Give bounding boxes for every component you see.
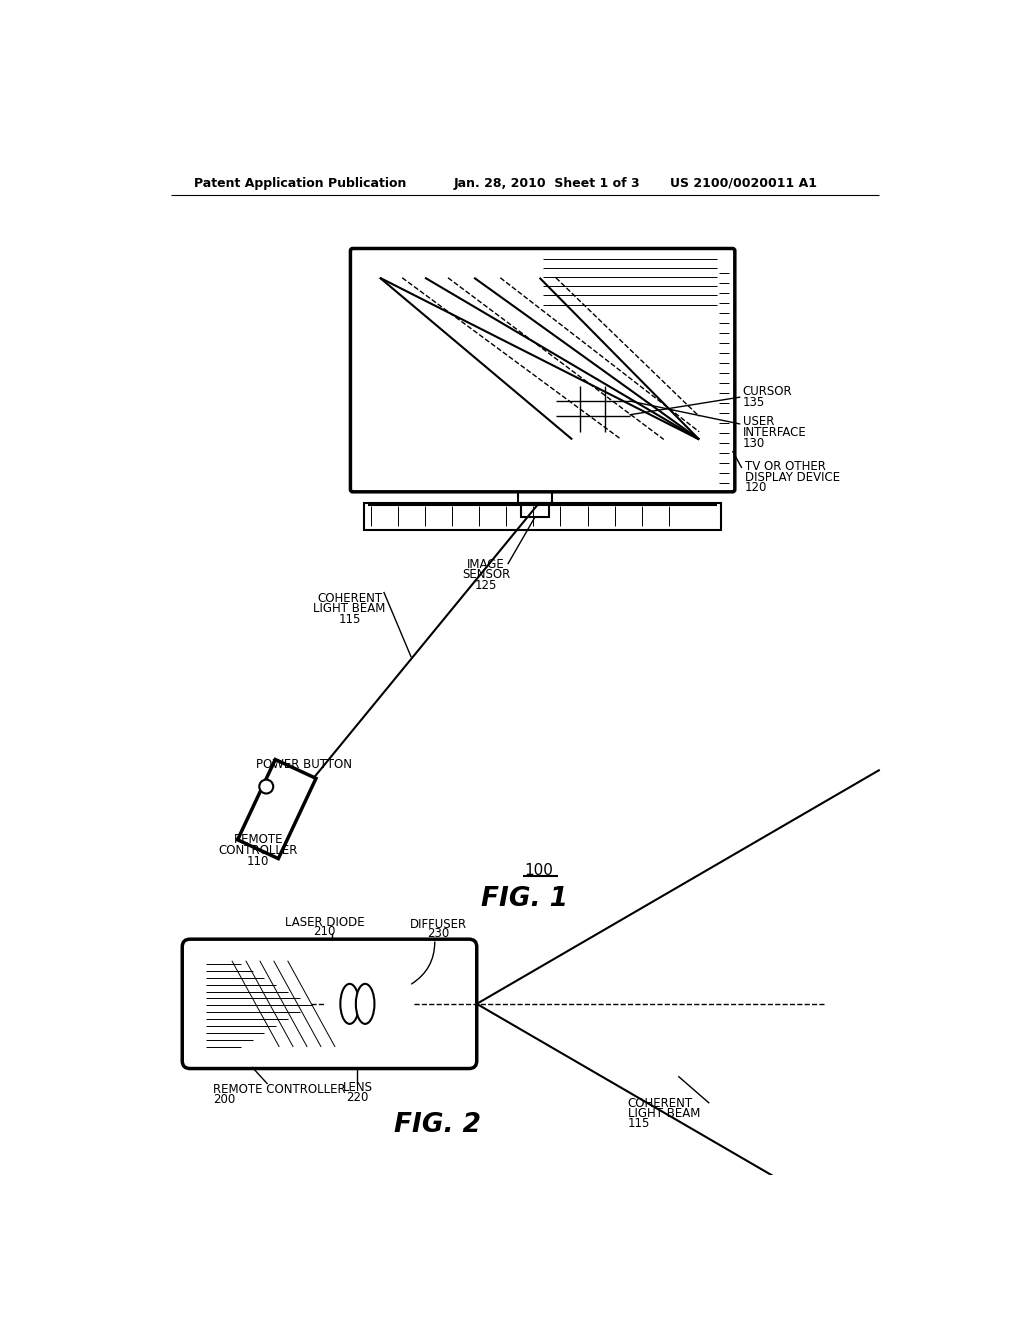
Text: INTERFACE: INTERFACE — [742, 426, 806, 440]
Bar — [326, 998, 339, 1010]
Circle shape — [259, 780, 273, 793]
Text: 125: 125 — [475, 579, 498, 593]
Text: DIFFUSER: DIFFUSER — [410, 917, 467, 931]
Text: POWER BUTTON: POWER BUTTON — [256, 758, 352, 771]
Bar — [521, 503, 549, 517]
Text: IMAGE: IMAGE — [467, 558, 505, 572]
Text: REMOTE: REMOTE — [233, 833, 283, 846]
Bar — [369, 267, 711, 451]
Polygon shape — [238, 759, 316, 858]
Bar — [376, 275, 703, 444]
Text: LENS: LENS — [342, 1081, 373, 1094]
Text: 130: 130 — [742, 437, 765, 450]
Text: FIG. 1: FIG. 1 — [481, 886, 568, 912]
Text: LIGHT BEAM: LIGHT BEAM — [313, 602, 386, 615]
Text: REMOTE CONTROLLER: REMOTE CONTROLLER — [213, 1082, 346, 1096]
Text: 120: 120 — [744, 482, 767, 495]
Text: USER: USER — [742, 416, 774, 428]
Text: COHERENT: COHERENT — [317, 593, 382, 606]
Text: TV OR OTHER: TV OR OTHER — [744, 459, 825, 473]
Text: 210: 210 — [313, 925, 336, 939]
Bar — [395, 985, 402, 1022]
Text: CONTROLLER: CONTROLLER — [218, 843, 298, 857]
Bar — [404, 985, 412, 1022]
Text: Jan. 28, 2010  Sheet 1 of 3: Jan. 28, 2010 Sheet 1 of 3 — [454, 177, 640, 190]
Bar — [365, 503, 721, 529]
Text: US 2100/0020011 A1: US 2100/0020011 A1 — [671, 177, 817, 190]
Text: LIGHT BEAM: LIGHT BEAM — [628, 1106, 700, 1119]
Text: CURSOR: CURSOR — [742, 385, 793, 399]
Text: 230: 230 — [427, 927, 450, 940]
Text: LASER DIODE: LASER DIODE — [285, 916, 365, 929]
Text: 135: 135 — [742, 396, 765, 409]
Text: 115: 115 — [628, 1117, 650, 1130]
Bar — [606, 404, 616, 414]
Bar — [556, 385, 630, 432]
Text: 110: 110 — [247, 855, 269, 869]
Text: FIG. 2: FIG. 2 — [394, 1111, 481, 1138]
FancyBboxPatch shape — [350, 248, 735, 492]
Text: DISPLAY DEVICE: DISPLAY DEVICE — [744, 471, 840, 483]
Ellipse shape — [356, 983, 375, 1024]
Text: SENSOR: SENSOR — [462, 569, 510, 582]
Text: Patent Application Publication: Patent Application Publication — [194, 177, 407, 190]
Text: 100: 100 — [524, 863, 553, 878]
Bar — [518, 488, 552, 506]
Text: 115: 115 — [339, 612, 360, 626]
Text: 220: 220 — [346, 1092, 369, 1105]
FancyBboxPatch shape — [182, 940, 477, 1069]
Text: COHERENT: COHERENT — [628, 1097, 693, 1110]
Ellipse shape — [340, 983, 359, 1024]
Text: 200: 200 — [213, 1093, 236, 1106]
